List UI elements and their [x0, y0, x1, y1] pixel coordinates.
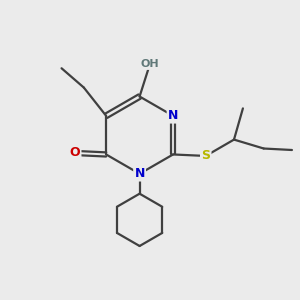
Text: N: N	[168, 109, 178, 122]
Text: O: O	[70, 146, 80, 160]
Text: OH: OH	[141, 59, 159, 69]
Text: S: S	[201, 149, 210, 162]
Text: N: N	[134, 167, 145, 180]
